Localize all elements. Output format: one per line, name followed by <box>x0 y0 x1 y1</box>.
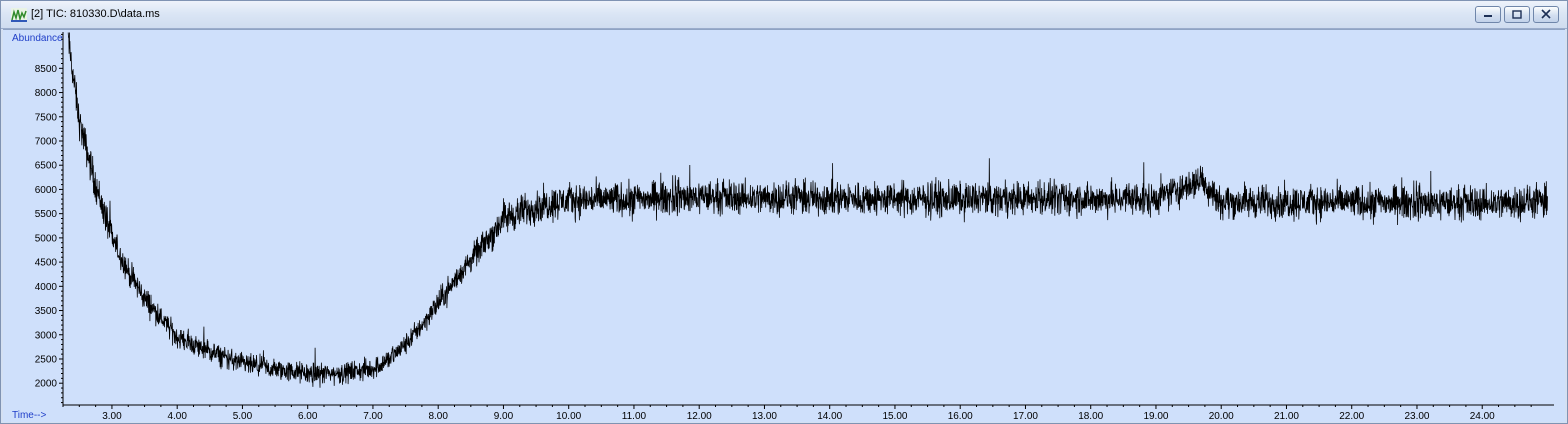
chromatogram-app-icon <box>11 8 27 22</box>
y-tick-label: 6500 <box>35 161 58 172</box>
x-tick-label: 23.00 <box>1404 411 1429 422</box>
tic-chromatogram-chart[interactable]: 2000 2500 3000 3500 4000 4500 5000 5500 6000 6500… <box>3 30 1565 422</box>
x-tick-label: 17.00 <box>1013 411 1038 422</box>
y-tick-label: 8500 <box>35 64 58 75</box>
x-tick-label: 6.00 <box>298 411 318 422</box>
x-tick-label: 7.00 <box>363 411 383 422</box>
x-tick-label: 20.00 <box>1209 411 1234 422</box>
x-tick-label: 12.00 <box>687 411 712 422</box>
x-tick-label: 18.00 <box>1078 411 1103 422</box>
y-tick-label: 3500 <box>35 306 58 317</box>
minimize-button[interactable] <box>1475 6 1501 23</box>
plot-area[interactable]: 2000 2500 3000 3500 4000 4500 5000 5500 6000 6500… <box>3 29 1565 422</box>
x-tick-label: 21.00 <box>1274 411 1299 422</box>
title-bar[interactable]: [2] TIC: 810330.D\data.ms <box>1 1 1567 29</box>
restore-icon <box>1512 10 1522 19</box>
x-tick-label: 5.00 <box>233 411 253 422</box>
x-tick-label: 11.00 <box>622 411 647 422</box>
x-tick-label: 19.00 <box>1143 411 1168 422</box>
y-tick-label: 2500 <box>35 354 58 365</box>
x-tick-label: 15.00 <box>882 411 907 422</box>
minimize-icon <box>1484 15 1492 17</box>
y-tick-label: 4000 <box>35 282 58 293</box>
y-tick-label: 6000 <box>35 185 58 196</box>
y-tick-label: 2000 <box>35 379 58 390</box>
y-tick-label: 7000 <box>35 136 58 147</box>
x-tick-label: 22.00 <box>1339 411 1364 422</box>
x-tick-label: 4.00 <box>167 411 187 422</box>
x-tick-label: 13.00 <box>752 411 777 422</box>
y-tick-label: 3000 <box>35 330 58 341</box>
tic-trace-line <box>67 32 1548 388</box>
y-tick-label: 5500 <box>35 209 58 220</box>
y-axis-label: Abundance <box>12 33 63 44</box>
window-title: [2] TIC: 810330.D\data.ms <box>31 8 160 20</box>
x-tick-label: 9.00 <box>494 411 514 422</box>
x-tick-label: 3.00 <box>102 411 122 422</box>
close-icon <box>1541 9 1551 19</box>
y-tick-label: 4500 <box>35 258 58 269</box>
y-tick-label: 8000 <box>35 88 58 99</box>
close-button[interactable] <box>1533 6 1559 23</box>
x-tick-label: 10.00 <box>556 411 581 422</box>
x-tick-label: 24.00 <box>1470 411 1495 422</box>
x-tick-label: 16.00 <box>948 411 973 422</box>
restore-button[interactable] <box>1504 6 1530 23</box>
y-tick-label: 5000 <box>35 233 58 244</box>
x-tick-label: 14.00 <box>817 411 842 422</box>
x-tick-label: 8.00 <box>428 411 448 422</box>
y-tick-label: 7500 <box>35 112 58 123</box>
x-axis-label: Time--> <box>12 410 47 421</box>
